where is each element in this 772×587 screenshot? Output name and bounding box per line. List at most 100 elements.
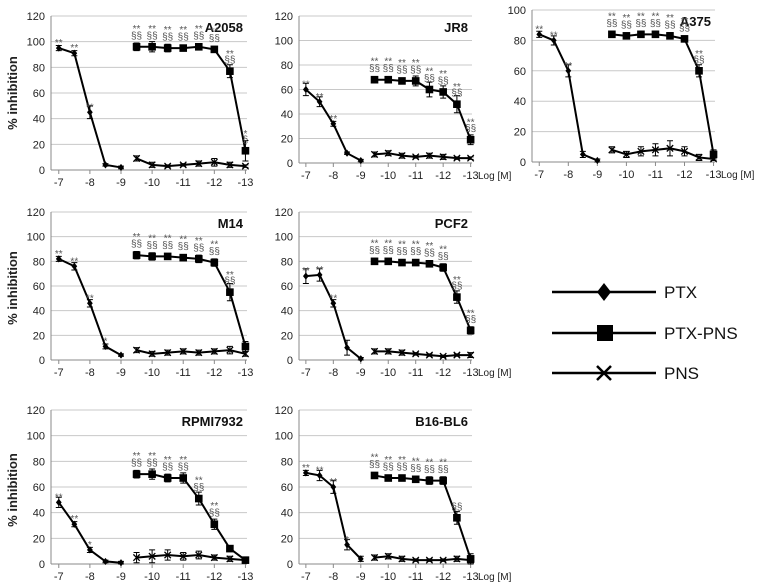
- significance-mark: **: [371, 238, 379, 249]
- significance-mark: **: [316, 265, 324, 276]
- series-ptx-pns: [132, 41, 250, 162]
- data-point: [148, 43, 156, 51]
- significance-mark: §§: [693, 55, 704, 66]
- data-point: [210, 553, 218, 562]
- data-point: [425, 476, 434, 485]
- data-point: [210, 520, 219, 529]
- significance-mark: **: [426, 241, 434, 252]
- data-point: [666, 32, 674, 40]
- significance-mark: **: [210, 26, 218, 37]
- significance-mark: **: [86, 102, 94, 113]
- y-tick-label: 100: [27, 37, 45, 49]
- significance-mark: §§: [162, 240, 173, 251]
- significance-mark: §§: [451, 281, 462, 292]
- significance-mark: **: [371, 57, 379, 68]
- data-point: [384, 257, 393, 266]
- series-pns: [132, 345, 250, 358]
- significance-mark: §§: [650, 18, 661, 29]
- data-point: [118, 559, 124, 567]
- significance-mark: **: [652, 11, 660, 22]
- series-pns: [132, 154, 250, 170]
- data-point: [194, 255, 203, 263]
- data-point: [439, 88, 447, 96]
- data-point: [425, 85, 434, 94]
- data-point: [330, 483, 337, 491]
- significance-mark: §§: [424, 465, 435, 476]
- data-point: [132, 470, 141, 478]
- x-tick-label: -11: [176, 177, 191, 189]
- data-point: [118, 163, 124, 172]
- x-tick-label: -12: [435, 571, 451, 582]
- data-point: [453, 514, 461, 522]
- data-point: [71, 49, 78, 57]
- series-pns: [608, 140, 718, 163]
- x-tick-label: -11: [176, 367, 191, 379]
- y-tick-label: 80: [514, 35, 526, 47]
- series-line: [136, 349, 246, 355]
- series-line: [374, 555, 471, 562]
- significance-mark: §§: [162, 462, 173, 473]
- data-point: [71, 520, 78, 528]
- data-point: [425, 260, 434, 268]
- data-point: [163, 474, 172, 482]
- x-tick-label: -9: [116, 571, 126, 582]
- y-tick-label: 120: [27, 207, 45, 219]
- x-tick-label: -12: [435, 170, 451, 182]
- x-tick-label: -9: [356, 367, 366, 379]
- y-tick-label: 60: [33, 88, 45, 100]
- significance-mark: **: [164, 233, 172, 244]
- y-tick-label: 40: [281, 508, 293, 520]
- x-axis-label: Log [M]: [721, 170, 755, 181]
- series-pns: [370, 149, 475, 162]
- data-point: [466, 135, 475, 144]
- significance-mark: **: [398, 58, 406, 69]
- data-point: [453, 293, 461, 301]
- y-tick-label: 120: [27, 11, 45, 23]
- x-tick-label: -7: [301, 367, 311, 379]
- significance-mark: *: [88, 540, 92, 551]
- y-tick-label: 100: [275, 232, 293, 244]
- data-point: [344, 344, 350, 352]
- significance-mark: **: [316, 92, 324, 103]
- x-tick-label: -9: [356, 170, 366, 182]
- significance-mark: §§: [438, 252, 449, 263]
- legend-item: PTX-PNS: [552, 324, 738, 343]
- y-tick-label: 0: [287, 158, 293, 170]
- significance-mark: **: [535, 24, 543, 35]
- data-point: [453, 555, 461, 563]
- data-point: [302, 85, 309, 94]
- significance-mark: §§: [147, 240, 158, 251]
- data-point: [384, 347, 392, 356]
- data-point: [132, 154, 141, 163]
- x-tick-label: -10: [380, 367, 396, 379]
- data-point: [179, 44, 188, 52]
- x-tick-label: -7: [54, 367, 64, 379]
- data-point: [411, 475, 420, 484]
- significance-mark: **: [412, 240, 420, 251]
- significance-mark: §§: [383, 462, 394, 473]
- significance-mark: **: [666, 13, 674, 24]
- significance-mark: §§: [424, 74, 435, 85]
- data-point: [608, 30, 616, 39]
- significance-mark: **: [398, 455, 406, 466]
- data-point: [370, 553, 379, 562]
- significance-mark: **: [316, 465, 324, 476]
- x-tick-label: -10: [380, 170, 396, 182]
- data-point: [370, 75, 379, 84]
- significance-mark: **: [453, 82, 461, 93]
- data-point: [398, 555, 406, 563]
- square-icon: [597, 325, 613, 341]
- data-point: [102, 342, 109, 351]
- significance-mark: **: [226, 49, 234, 60]
- x-tick-label: -9: [356, 571, 366, 582]
- y-tick-label: 80: [33, 256, 45, 268]
- data-point: [195, 348, 203, 357]
- data-point: [164, 162, 172, 170]
- significance-mark: **: [329, 477, 337, 488]
- x-tick-label: -9: [592, 169, 602, 181]
- x-tick-label: -10: [380, 571, 396, 582]
- data-point: [357, 156, 364, 165]
- legend-label: PTX-PNS: [664, 324, 738, 343]
- x-tick-label: -8: [85, 367, 95, 379]
- x-tick-label: -13: [237, 177, 253, 189]
